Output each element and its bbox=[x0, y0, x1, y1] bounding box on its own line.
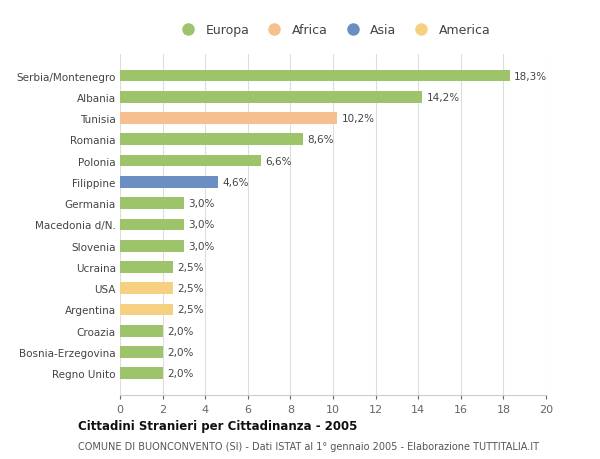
Legend: Europa, Africa, Asia, America: Europa, Africa, Asia, America bbox=[175, 24, 491, 37]
Text: 2,0%: 2,0% bbox=[167, 326, 193, 336]
Text: 2,5%: 2,5% bbox=[178, 305, 204, 315]
Bar bbox=[120, 262, 173, 273]
Bar bbox=[120, 347, 163, 358]
Text: 3,0%: 3,0% bbox=[188, 220, 215, 230]
Text: 6,6%: 6,6% bbox=[265, 156, 292, 166]
Bar bbox=[120, 134, 303, 146]
Text: 2,5%: 2,5% bbox=[178, 263, 204, 272]
Bar bbox=[120, 113, 337, 125]
Bar bbox=[120, 304, 173, 316]
Bar bbox=[120, 177, 218, 188]
Text: 8,6%: 8,6% bbox=[307, 135, 334, 145]
Bar bbox=[120, 219, 184, 231]
Text: Cittadini Stranieri per Cittadinanza - 2005: Cittadini Stranieri per Cittadinanza - 2… bbox=[78, 419, 358, 432]
Bar bbox=[120, 325, 163, 337]
Bar bbox=[120, 368, 163, 379]
Text: 2,5%: 2,5% bbox=[178, 284, 204, 294]
Bar bbox=[120, 156, 260, 167]
Text: 4,6%: 4,6% bbox=[222, 178, 249, 187]
Text: 3,0%: 3,0% bbox=[188, 199, 215, 209]
Bar bbox=[120, 283, 173, 294]
Text: 3,0%: 3,0% bbox=[188, 241, 215, 251]
Bar bbox=[120, 92, 422, 103]
Text: 2,0%: 2,0% bbox=[167, 347, 193, 357]
Bar bbox=[120, 71, 510, 82]
Bar bbox=[120, 198, 184, 209]
Text: 18,3%: 18,3% bbox=[514, 71, 547, 81]
Text: 14,2%: 14,2% bbox=[427, 93, 460, 102]
Bar bbox=[120, 241, 184, 252]
Text: COMUNE DI BUONCONVENTO (SI) - Dati ISTAT al 1° gennaio 2005 - Elaborazione TUTTI: COMUNE DI BUONCONVENTO (SI) - Dati ISTAT… bbox=[78, 441, 539, 451]
Text: 10,2%: 10,2% bbox=[341, 114, 374, 124]
Text: 2,0%: 2,0% bbox=[167, 369, 193, 379]
